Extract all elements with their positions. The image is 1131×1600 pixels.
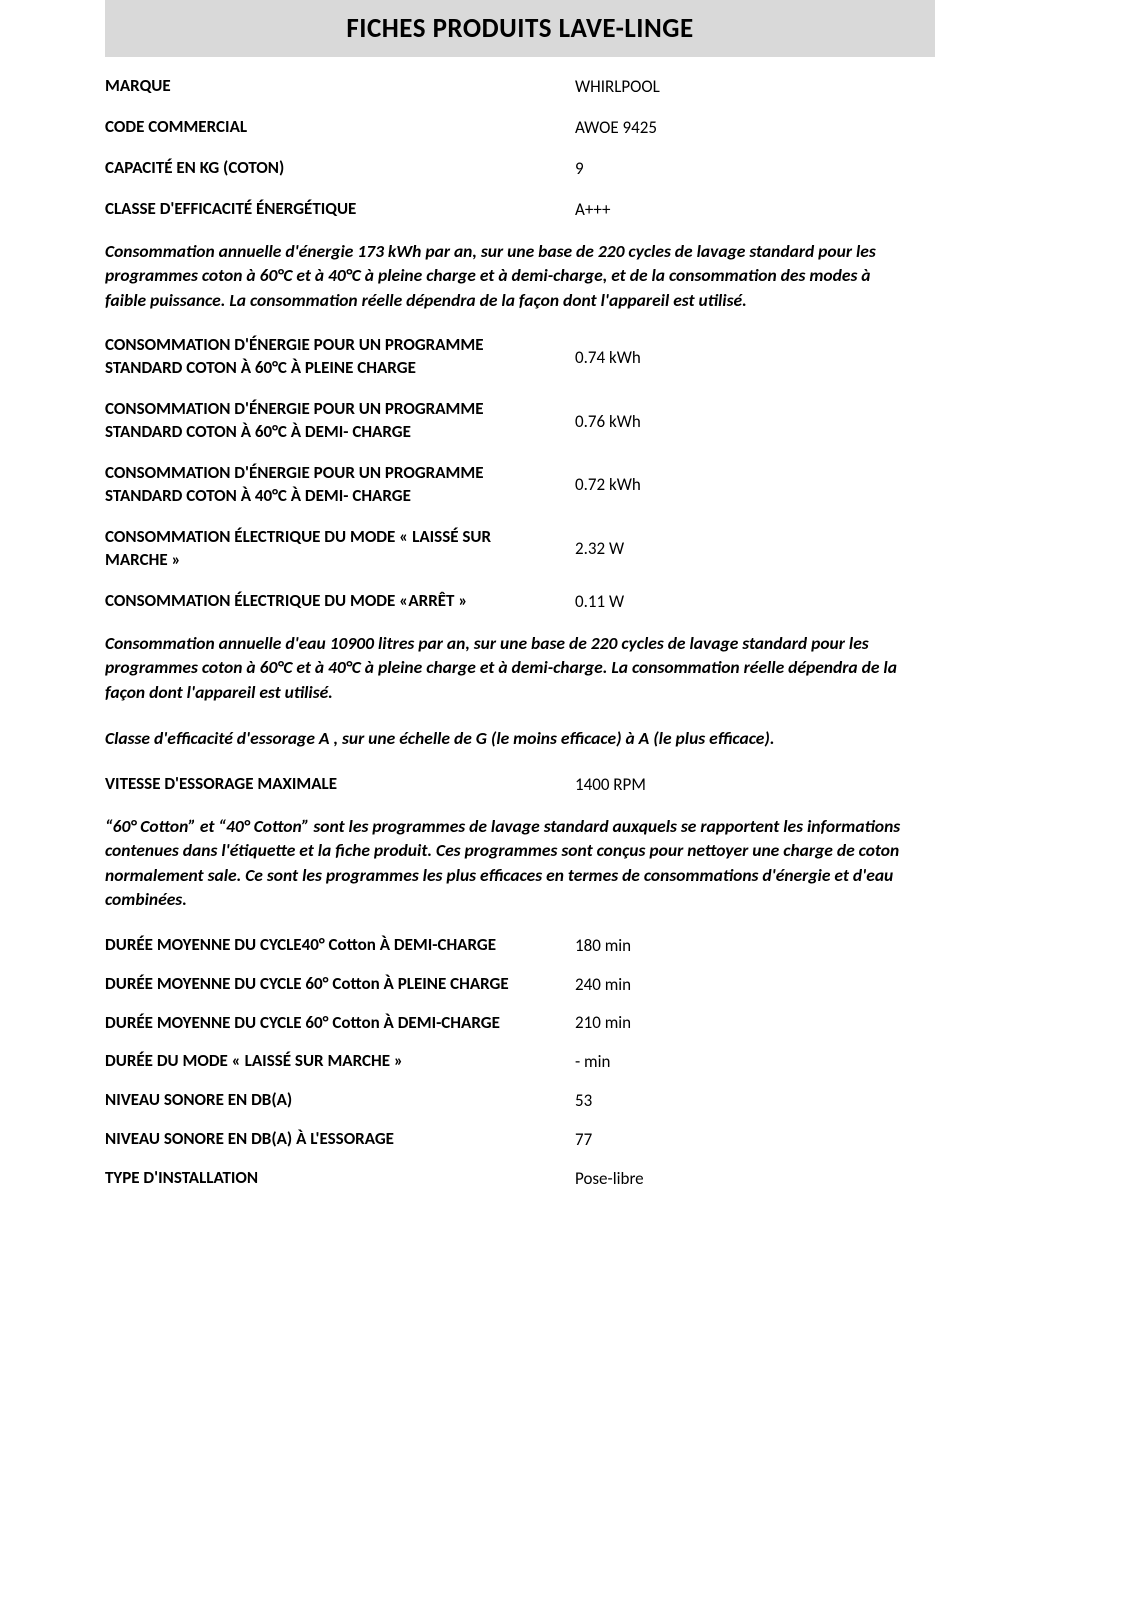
spec-row: CONSOMMATION D'ÉNERGIE POUR UN PROGRAMME… — [105, 462, 935, 508]
product-sheet: FICHES PRODUITS LAVE-LINGE MARQUE WHIRLP… — [0, 0, 960, 1306]
spec-value: 53 — [575, 1090, 935, 1111]
spec-label: DURÉE MOYENNE DU CYCLE 60° Cotton À PLEI… — [105, 973, 575, 996]
spec-row: DURÉE MOYENNE DU CYCLE40° Cotton À DEMI-… — [105, 934, 935, 957]
spec-label: DURÉE DU MODE « LAISSÉ SUR MARCHE » — [105, 1050, 575, 1073]
spec-row: DURÉE DU MODE « LAISSÉ SUR MARCHE » - mi… — [105, 1050, 935, 1073]
spec-value: 240 min — [575, 974, 935, 995]
spec-value: 180 min — [575, 935, 935, 956]
spec-value: WHIRLPOOL — [575, 76, 935, 97]
water-note: Consommation annuelle d'eau 10900 litres… — [105, 631, 905, 705]
spec-value: 9 — [575, 158, 935, 179]
page-title: FICHES PRODUITS LAVE-LINGE — [105, 12, 935, 45]
spec-value: Pose-libre — [575, 1168, 935, 1189]
spec-label: DURÉE MOYENNE DU CYCLE 60° Cotton À DEMI… — [105, 1012, 575, 1035]
programs-note: “60° Cotton” et “40° Cotton” sont les pr… — [105, 814, 905, 912]
spec-value: AWOE 9425 — [575, 117, 935, 138]
spec-value: 1400 RPM — [575, 774, 935, 795]
spec-row: VITESSE D'ESSORAGE MAXIMALE 1400 RPM — [105, 773, 935, 796]
spec-label: NIVEAU SONORE EN DB(A) À L'ESSORAGE — [105, 1128, 575, 1151]
spec-label: CONSOMMATION ÉLECTRIQUE DU MODE « LAISSÉ… — [105, 526, 575, 572]
spec-value: 2.32 W — [575, 538, 935, 559]
spec-label: CODE COMMERCIAL — [105, 116, 575, 139]
spec-row: TYPE D'INSTALLATION Pose-libre — [105, 1167, 935, 1190]
spec-value: 210 min — [575, 1012, 935, 1033]
spec-label: CONSOMMATION D'ÉNERGIE POUR UN PROGRAMME… — [105, 334, 575, 380]
spec-value: 0.74 kWh — [575, 347, 935, 368]
spec-label: TYPE D'INSTALLATION — [105, 1167, 575, 1190]
spec-row: DURÉE MOYENNE DU CYCLE 60° Cotton À DEMI… — [105, 1012, 935, 1035]
spec-row: NIVEAU SONORE EN DB(A) À L'ESSORAGE 77 — [105, 1128, 935, 1151]
spec-label: CLASSE D'EFFICACITÉ ÉNERGÉTIQUE — [105, 198, 575, 221]
spec-label: CAPACITÉ EN KG (COTON) — [105, 157, 575, 180]
spec-row: CONSOMMATION D'ÉNERGIE POUR UN PROGRAMME… — [105, 398, 935, 444]
spec-label: CONSOMMATION ÉLECTRIQUE DU MODE «ARRÊT » — [105, 590, 575, 613]
spec-value: 0.11 W — [575, 591, 935, 612]
spec-row: CLASSE D'EFFICACITÉ ÉNERGÉTIQUE A+++ — [105, 198, 935, 221]
spec-row: CONSOMMATION ÉLECTRIQUE DU MODE «ARRÊT »… — [105, 590, 935, 613]
spin-note: Classe d'efficacité d'essorage A , sur u… — [105, 726, 905, 751]
spec-value: 77 — [575, 1129, 935, 1150]
spec-row: CODE COMMERCIAL AWOE 9425 — [105, 116, 935, 139]
title-bar: FICHES PRODUITS LAVE-LINGE — [105, 0, 935, 57]
spec-label: CONSOMMATION D'ÉNERGIE POUR UN PROGRAMME… — [105, 462, 575, 508]
spec-row: CONSOMMATION ÉLECTRIQUE DU MODE « LAISSÉ… — [105, 526, 935, 572]
spec-row: CONSOMMATION D'ÉNERGIE POUR UN PROGRAMME… — [105, 334, 935, 380]
spec-value: 0.72 kWh — [575, 474, 935, 495]
spec-row: DURÉE MOYENNE DU CYCLE 60° Cotton À PLEI… — [105, 973, 935, 996]
spec-label: CONSOMMATION D'ÉNERGIE POUR UN PROGRAMME… — [105, 398, 575, 444]
spec-value: 0.76 kWh — [575, 411, 935, 432]
spec-label: MARQUE — [105, 75, 575, 98]
spec-label: VITESSE D'ESSORAGE MAXIMALE — [105, 773, 575, 796]
energy-note: Consommation annuelle d'énergie 173 kWh … — [105, 239, 905, 313]
spec-row: CAPACITÉ EN KG (COTON) 9 — [105, 157, 935, 180]
spec-value: A+++ — [575, 199, 935, 220]
spec-label: NIVEAU SONORE EN DB(A) — [105, 1089, 575, 1112]
spec-row: MARQUE WHIRLPOOL — [105, 75, 935, 98]
spec-row: NIVEAU SONORE EN DB(A) 53 — [105, 1089, 935, 1112]
spec-value: - min — [575, 1051, 935, 1072]
spec-label: DURÉE MOYENNE DU CYCLE40° Cotton À DEMI-… — [105, 934, 575, 957]
